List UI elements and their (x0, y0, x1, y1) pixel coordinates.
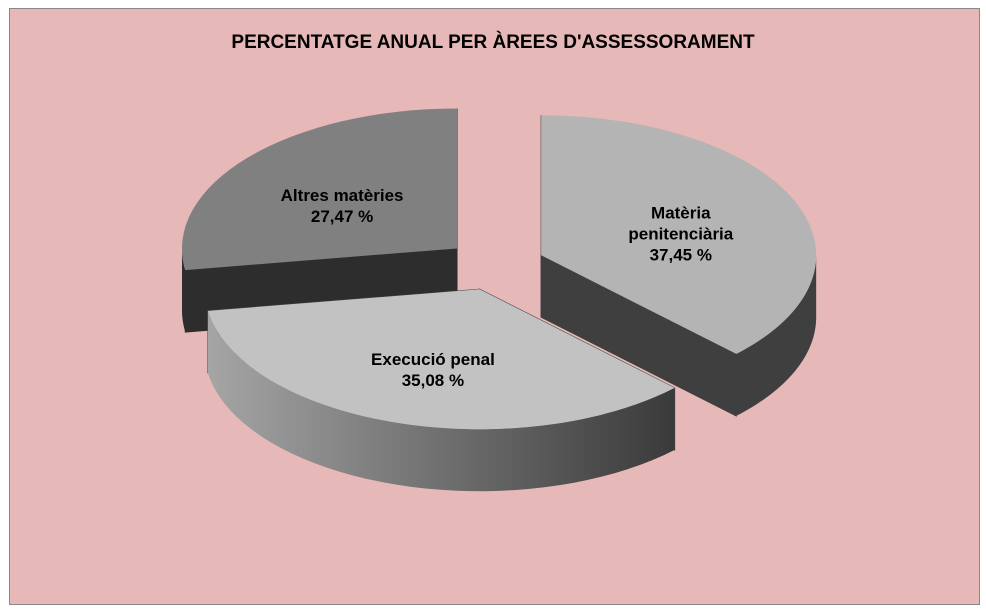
slice (541, 115, 817, 354)
slices (182, 108, 817, 492)
slice-wall (207, 310, 675, 492)
slice-wall (736, 255, 817, 416)
slice-name: Altres matèries (280, 186, 404, 206)
data-label: Execució penal 35,08 % (348, 349, 518, 391)
slice-value: 35,08 % (401, 371, 465, 391)
slice-wall (182, 248, 186, 333)
data-label: Matèria penitenciària 37,45 % (596, 202, 766, 265)
slice-name: Execució penal (371, 350, 495, 370)
chart-title: PERCENTATGE ANUAL PER ÀREES D'ASSESSORAM… (231, 32, 755, 53)
slice-value: 27,47 % (310, 207, 374, 227)
slice (207, 289, 675, 430)
slice-name: Matèria penitenciària (628, 203, 734, 244)
slice (182, 108, 458, 271)
slice-value: 37,45 % (649, 245, 712, 265)
data-label: Altres matèries 27,47 % (257, 185, 427, 227)
